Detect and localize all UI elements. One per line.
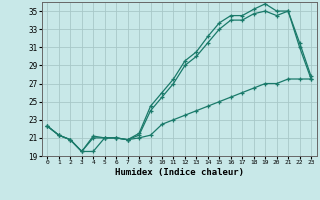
X-axis label: Humidex (Indice chaleur): Humidex (Indice chaleur): [115, 168, 244, 177]
